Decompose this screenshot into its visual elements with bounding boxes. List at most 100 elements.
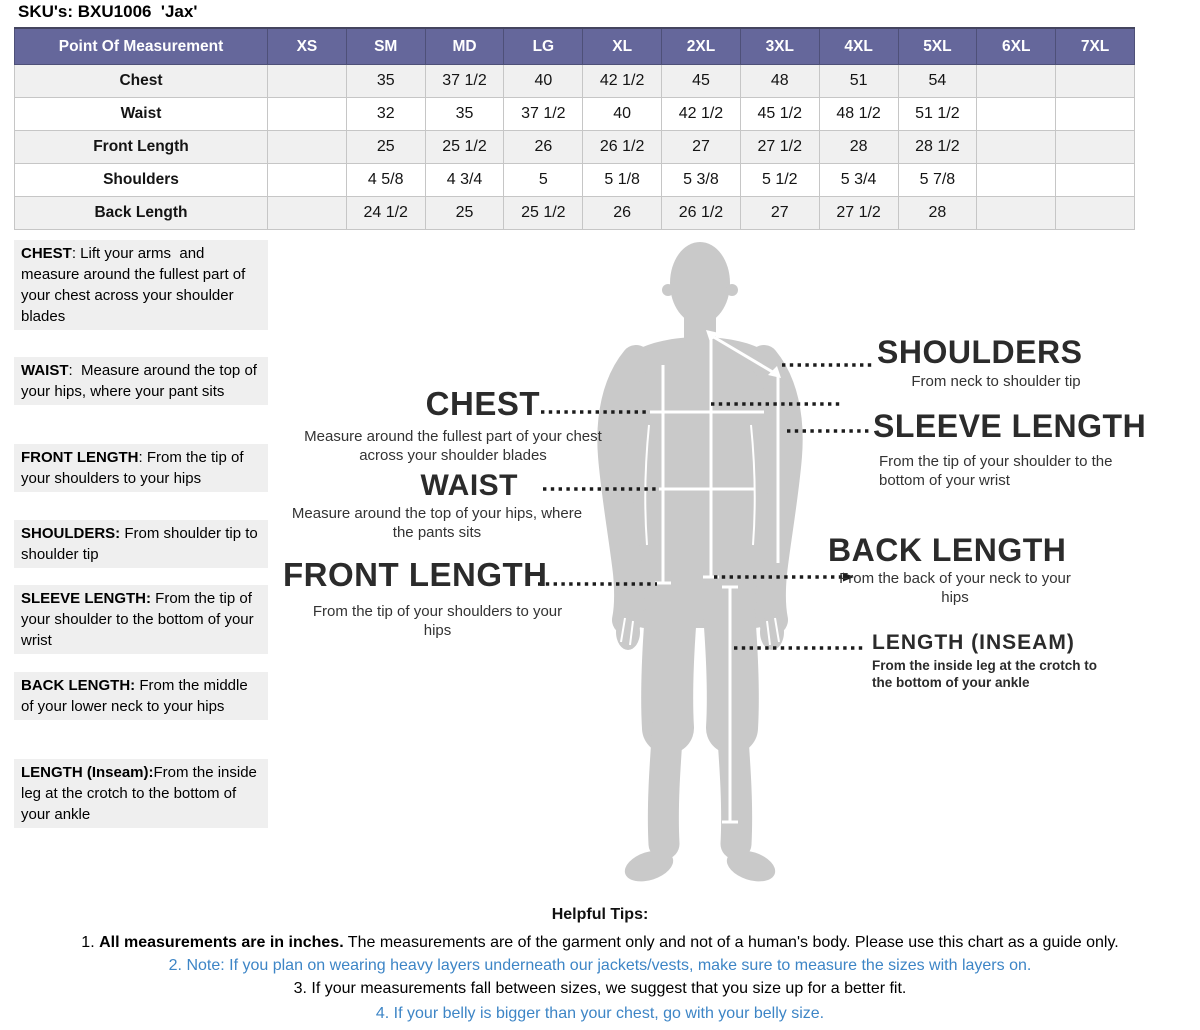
size-cell: 27 [661,130,741,164]
size-cell [976,196,1057,230]
chest-label: CHEST [425,385,540,422]
size-cell [1055,163,1135,197]
measurement-row-label: Shoulders [14,163,268,197]
size-cell [1055,196,1135,230]
table-row: Shoulders 4 5/8 4 3/4 5 5 1/8 5 3/8 5 1/2 5 3/4… [14,163,1135,197]
sleeve-length-label: SLEEVE LENGTH [873,408,1147,444]
size-column-header: SM [345,27,426,65]
table-row: Chest 35 37 1/2 40 42 1/2 45 48 51 54 [14,64,1135,98]
waist-label: WAIST [420,469,518,502]
sleeve-length-label-description: From the tip of your shoulder to the bot… [879,453,1113,489]
size-column-header: MD [424,27,505,65]
size-cell: 48 1/2 [818,97,899,131]
size-cell: 4 5/8 [345,163,426,197]
back-length-label: BACK LENGTH [828,532,1067,568]
tips-title: Helpful Tips: [551,906,649,923]
connector-lines [538,363,874,650]
size-cell: 4 3/4 [424,163,505,197]
size-cell: 5 7/8 [897,163,978,197]
table-row: Back Length 24 1/2 25 25 1/2 26 26 1/2 27 27 1/… [14,196,1135,230]
size-cell: 25 1/2 [503,196,584,230]
size-cell: 40 [503,64,584,98]
size-column-header: XS [267,27,347,65]
size-cell: 45 [661,64,741,98]
size-column-header: 3XL [739,27,820,65]
size-column-header: 7XL [1055,27,1135,65]
measurement-description: FRONT LENGTH: From the tip of your shoul… [14,444,268,492]
size-cell: 40 [582,97,663,131]
size-cell [267,196,347,230]
measurement-row-label: Front Length [14,130,268,164]
measurement-lines [650,334,780,824]
measurement-description: SLEEVE LENGTH: From the tip of your shou… [14,585,268,654]
inseam-label-description: From the inside leg at the crotch to the… [872,658,1098,690]
size-cell [267,130,347,164]
size-column-header: 2XL [661,27,741,65]
size-cell: 51 [818,64,899,98]
size-cell: 37 1/2 [424,64,505,98]
size-cell: 28 [897,196,978,230]
measurement-column-header: Point Of Measurement [14,27,268,65]
inseam-label: LENGTH (INSEAM) [872,631,1075,654]
size-cell: 5 [503,163,584,197]
tip-line: 4. If your belly is bigger than your che… [375,1005,825,1022]
measurement-description: LENGTH (Inseam):From the inside leg at t… [14,759,268,828]
tip-line: 2. Note: If you plan on wearing heavy la… [168,957,1032,974]
size-cell: 26 1/2 [582,130,663,164]
size-cell: 51 1/2 [897,97,978,131]
size-cell [1055,97,1135,131]
tip-line: 1. All measurements are in inches. The m… [81,934,1119,951]
sku-title: SKU's: BXU1006 'Jax' [18,2,198,21]
size-table: Point Of Measurement XS SM MD LG XL 2XL 3XL 4XL 5… [14,27,1135,230]
silhouette-detail-lines [620,424,780,646]
size-cell [976,163,1057,197]
size-cell: 37 1/2 [503,97,584,131]
size-cell: 54 [897,64,978,98]
size-cell: 32 [345,97,426,131]
size-column-header: LG [503,27,584,65]
silhouette [597,242,803,882]
size-cell [267,97,347,131]
size-cell: 5 1/8 [582,163,663,197]
size-cell: 35 [424,97,505,131]
measurement-description: SHOULDERS: From shoulder tip to shoulder… [14,520,268,568]
size-cell [976,130,1057,164]
shoulders-label-description: From neck to shoulder tip [911,373,1081,390]
measurement-description: WAIST: Measure around the top of your hi… [14,357,268,405]
shoulders-label: SHOULDERS [877,334,1083,370]
size-cell: 27 1/2 [818,196,899,230]
tip-line: 3. If your measurements fall between siz… [293,980,907,997]
size-cell: 42 1/2 [661,97,741,131]
measurement-row-label: Chest [14,64,268,98]
size-cell [976,97,1057,131]
size-cell [976,64,1057,98]
size-cell: 25 [424,196,505,230]
measurement-arrowheads [706,330,781,378]
size-column-header: XL [582,27,663,65]
size-cell: 35 [345,64,426,98]
size-cell: 27 [739,196,820,230]
size-cell: 28 1/2 [897,130,978,164]
size-cell [267,64,347,98]
table-row: Front Length 25 25 1/2 26 26 1/2 27 27 1/2 28 28… [14,130,1135,164]
front-length-label: FRONT LENGTH [283,556,548,593]
size-cell [267,163,347,197]
size-column-header: 5XL [897,27,978,65]
measurement-description: BACK LENGTH: From the middle of your low… [14,672,268,720]
size-cell: 45 1/2 [739,97,820,131]
size-column-header: 4XL [818,27,899,65]
size-cell: 5 1/2 [739,163,820,197]
size-cell: 42 1/2 [582,64,663,98]
size-cell: 5 3/4 [818,163,899,197]
front-length-label-description: From the tip of your shoulders to your h… [312,603,563,639]
back-length-label-description: From the back of your neck to your hips [839,570,1071,606]
size-column-header: 6XL [976,27,1057,65]
waist-label-description: Measure around the top of your hips, whe… [291,505,583,541]
size-cell: 28 [818,130,899,164]
size-cell [1055,64,1135,98]
size-cell: 26 [582,196,663,230]
size-cell: 26 1/2 [661,196,741,230]
size-cell: 26 [503,130,584,164]
size-cell: 27 1/2 [739,130,820,164]
size-cell: 25 1/2 [424,130,505,164]
